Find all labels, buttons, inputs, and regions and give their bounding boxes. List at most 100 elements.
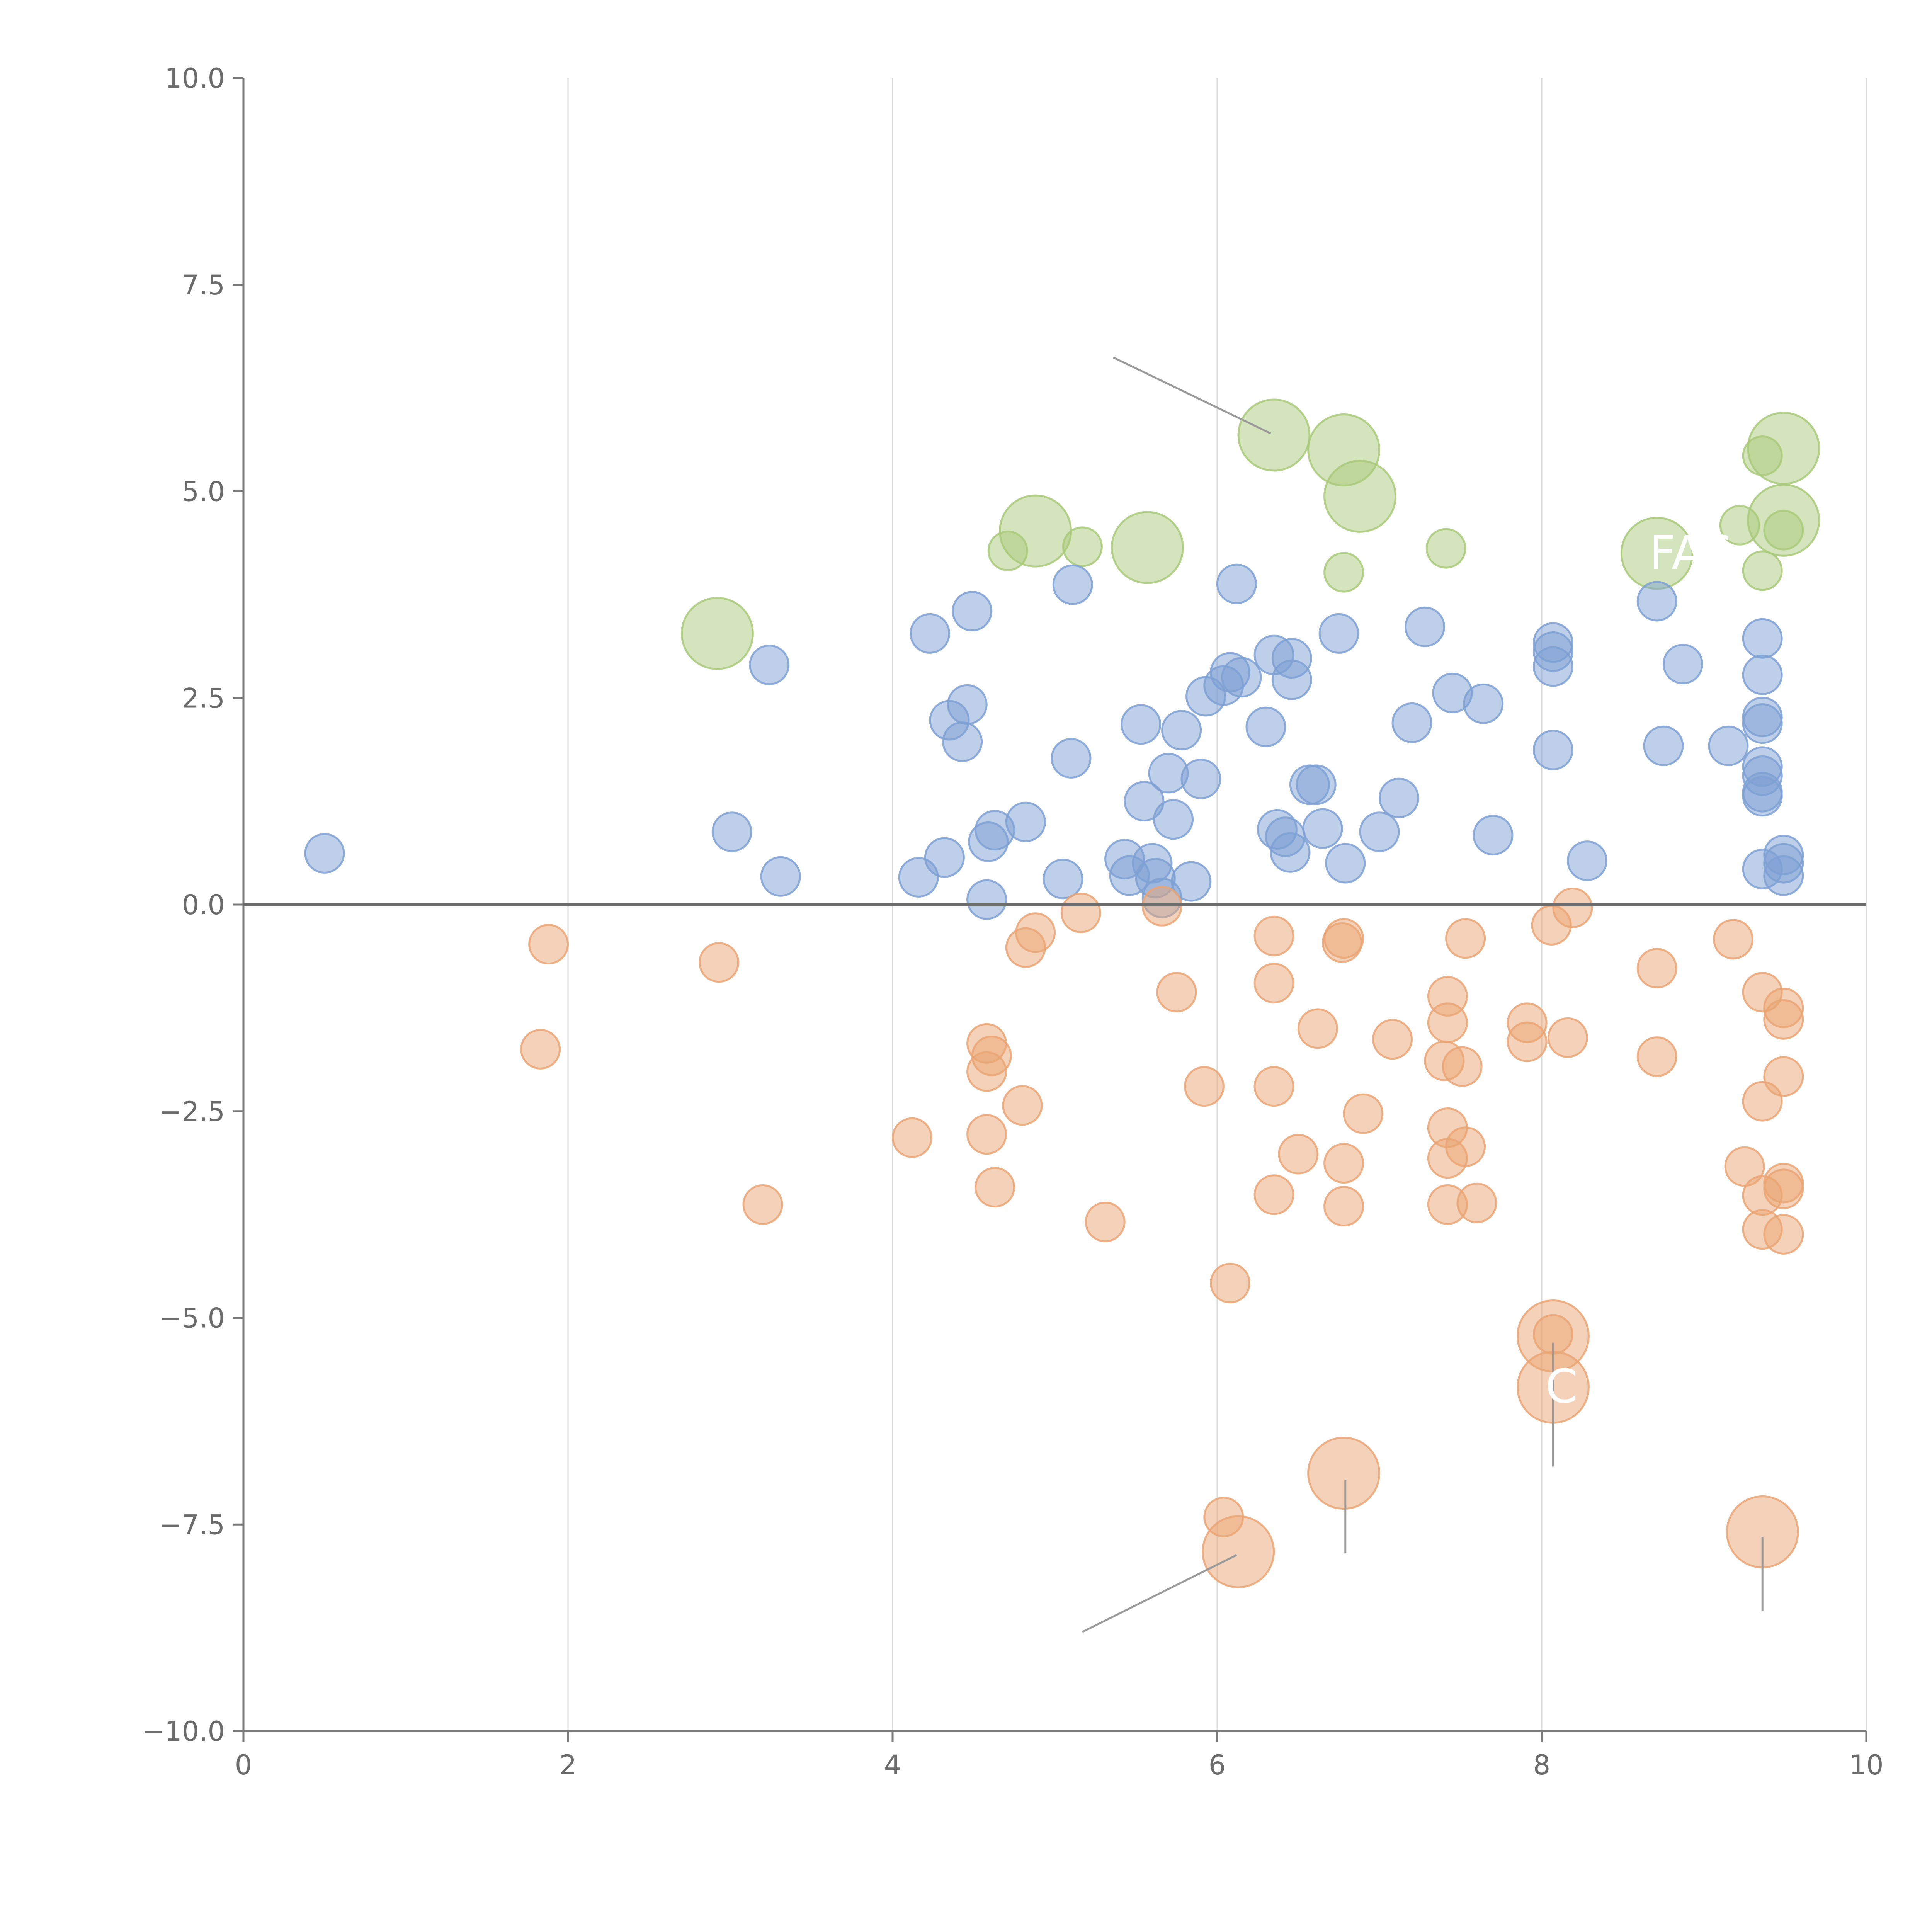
data-point <box>1323 1186 1364 1227</box>
data-point <box>1343 1093 1384 1134</box>
data-point <box>1253 1174 1294 1215</box>
x-tick-label: 8 <box>1533 1749 1551 1781</box>
data-point <box>1763 999 1804 1040</box>
data-point <box>1121 704 1162 745</box>
y-tick-label: 10.0 <box>165 63 225 94</box>
data-point <box>1567 840 1608 881</box>
data-point <box>1456 1182 1497 1223</box>
data-point <box>952 591 993 632</box>
data-point <box>1085 1201 1126 1242</box>
data-point <box>1302 808 1343 849</box>
data-point <box>1445 1126 1486 1167</box>
leader-line <box>1082 1554 1237 1633</box>
data-point <box>520 1029 561 1070</box>
data-point <box>1278 1134 1319 1175</box>
data-point <box>1297 1008 1338 1049</box>
data-point <box>1552 888 1593 929</box>
data-point <box>1221 657 1262 698</box>
tick-labels: 0 2 4 6 8 10 10.0 7.5 5.0 2.5 0.0 −2.5 −5.0 −7.5 −10.0 <box>142 63 1883 1781</box>
data-point <box>711 811 752 852</box>
data-point <box>1323 1143 1364 1184</box>
data-point <box>1323 918 1364 959</box>
x-tick-label: 0 <box>235 1749 252 1781</box>
data-point <box>760 856 801 897</box>
data-point <box>1643 725 1684 766</box>
data-point <box>1171 861 1212 902</box>
data-point <box>1636 1036 1677 1077</box>
data-point <box>1015 912 1056 953</box>
data-point <box>1547 1017 1588 1058</box>
x-tick-label: 10 <box>1849 1749 1883 1781</box>
y-tick-label: 2.5 <box>182 682 225 714</box>
data-point <box>1216 563 1257 604</box>
y-tick-label: −10.0 <box>142 1716 225 1747</box>
y-tick-label: −5.0 <box>159 1303 225 1334</box>
data-point <box>1156 972 1197 1013</box>
data-point <box>1763 1168 1804 1209</box>
data-point <box>1662 644 1703 685</box>
data-point <box>942 721 983 762</box>
data-point <box>1237 398 1311 472</box>
series-orange <box>520 886 1804 1588</box>
data-point <box>1043 859 1083 900</box>
y-tick-label: −2.5 <box>159 1096 225 1128</box>
series-green <box>680 398 1820 670</box>
data-point <box>1062 526 1103 567</box>
data-point <box>947 684 988 725</box>
leader-lines <box>1082 356 1764 1633</box>
x-tick-label: 6 <box>1209 1749 1226 1781</box>
data-point <box>1307 1437 1381 1510</box>
data-points <box>304 398 1820 1588</box>
y-tick-label: 7.5 <box>182 269 225 301</box>
data-point <box>1323 552 1364 593</box>
data-point <box>1124 781 1165 822</box>
point-label: C <box>1545 1360 1578 1414</box>
data-point <box>1391 702 1432 743</box>
data-point <box>971 1035 1012 1076</box>
data-point <box>975 1167 1015 1208</box>
x-tick-label: 4 <box>884 1749 901 1781</box>
series-blue <box>304 563 1804 920</box>
data-point <box>1245 706 1286 747</box>
data-point <box>1763 1214 1804 1255</box>
data-point <box>891 1117 932 1158</box>
data-point <box>304 833 345 874</box>
x-tick-label: 2 <box>560 1749 577 1781</box>
data-point <box>1060 892 1101 933</box>
y-tick-label: 0.0 <box>182 889 225 921</box>
data-point <box>1318 613 1359 654</box>
data-point <box>1507 1021 1548 1062</box>
data-point <box>1763 1056 1804 1097</box>
data-point <box>1210 1263 1251 1304</box>
data-point <box>1323 459 1397 533</box>
point-labels: FAS C <box>1545 526 1733 1414</box>
data-point <box>1532 646 1573 687</box>
data-point <box>1202 1515 1275 1588</box>
data-point <box>1463 683 1504 724</box>
data-point <box>1742 703 1783 744</box>
data-point <box>1270 832 1311 873</box>
point-label: FAS <box>1649 526 1733 580</box>
data-point <box>1708 725 1749 766</box>
data-point <box>1253 915 1294 956</box>
data-point <box>1532 730 1573 770</box>
data-point <box>1742 550 1783 591</box>
data-point <box>1296 764 1337 805</box>
data-point <box>999 494 1072 568</box>
data-point <box>1372 1019 1413 1060</box>
data-point <box>1742 776 1783 817</box>
data-point <box>1180 759 1221 799</box>
data-point <box>1763 510 1804 551</box>
data-point <box>1051 738 1092 779</box>
data-point <box>1161 710 1202 751</box>
data-point <box>1636 581 1677 622</box>
data-point <box>749 645 790 685</box>
data-point <box>1425 528 1466 569</box>
data-point <box>1184 1066 1225 1107</box>
data-point <box>1271 659 1312 700</box>
data-point <box>1445 918 1486 959</box>
data-point <box>1713 919 1754 960</box>
data-point <box>1473 815 1514 855</box>
data-point <box>1742 654 1783 695</box>
data-point <box>1747 412 1820 485</box>
